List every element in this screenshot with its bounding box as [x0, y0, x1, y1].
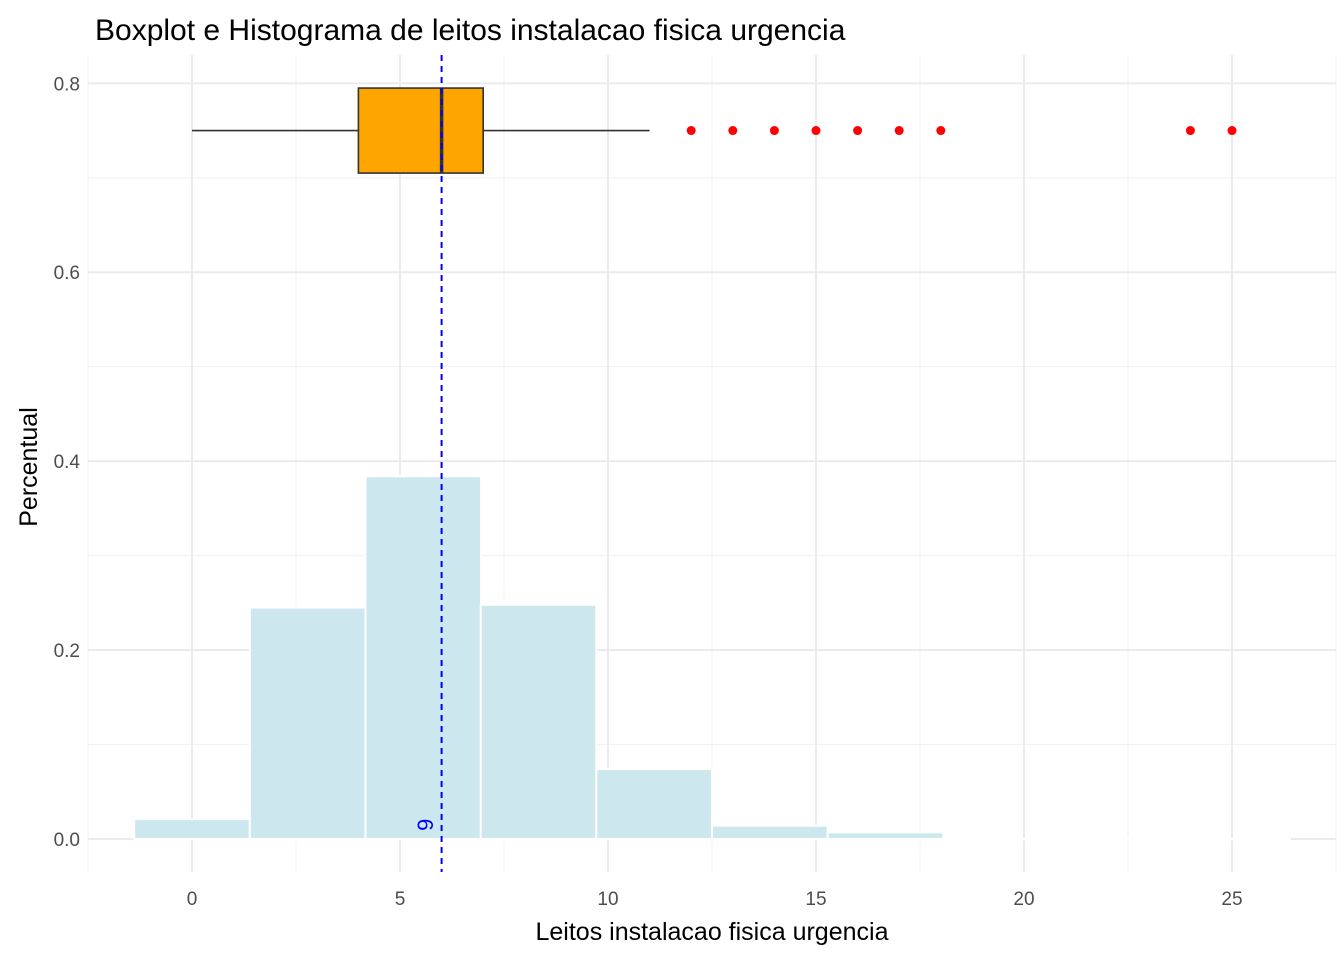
histogram-bar — [941, 837, 1060, 841]
y-tick-label: 0.6 — [54, 263, 80, 284]
outlier-point — [1227, 126, 1237, 136]
histogram-bar — [826, 831, 945, 840]
histogram-bars — [133, 475, 1291, 841]
histogram-bar — [248, 606, 367, 840]
x-tick-label: 5 — [395, 889, 406, 910]
histogram-bar — [1057, 837, 1176, 841]
histogram-bar — [133, 818, 251, 840]
boxplot-box — [357, 87, 484, 174]
outlier-point — [728, 126, 738, 136]
median-value-label: 6 — [413, 819, 438, 831]
x-axis-title: Leitos instalacao fisica urgencia — [536, 918, 889, 946]
outlier-point — [936, 126, 946, 136]
outlier-point — [853, 126, 863, 136]
outlier-point — [811, 126, 821, 136]
x-tick-label: 15 — [805, 889, 826, 910]
axis-ticks: 0 5 10 15 20 25 0.0 0.2 0.4 0.6 0.8 — [54, 74, 1243, 910]
histogram-bar — [364, 475, 483, 840]
x-tick-label: 0 — [187, 889, 198, 910]
outlier-point — [686, 126, 696, 136]
outlier-point — [769, 126, 779, 136]
chart-title: Boxplot e Histograma de leitos instalaca… — [95, 14, 846, 47]
median-line-group: 6 — [413, 55, 443, 872]
outlier-point — [894, 126, 904, 136]
y-tick-label: 0.2 — [54, 641, 80, 662]
y-axis-title: Percentual — [15, 407, 43, 527]
y-tick-label: 0.4 — [54, 452, 81, 473]
x-tick-label: 25 — [1221, 889, 1242, 910]
y-tick-label: 0.0 — [54, 830, 80, 851]
histogram-bar — [711, 824, 829, 840]
boxplot — [192, 87, 1237, 174]
outlier-point — [1185, 126, 1195, 136]
histogram-bar — [595, 768, 713, 840]
histogram-bar — [479, 603, 598, 840]
x-tick-label: 20 — [1013, 889, 1034, 910]
x-tick-label: 10 — [597, 889, 618, 910]
histogram-bar — [1173, 837, 1291, 841]
y-tick-label: 0.8 — [54, 74, 80, 95]
